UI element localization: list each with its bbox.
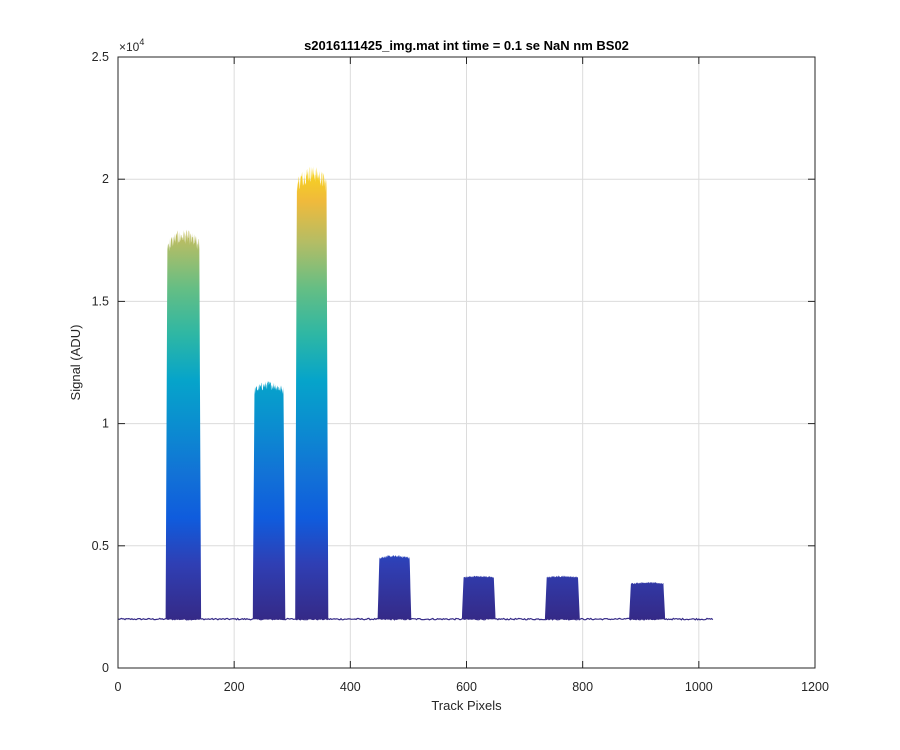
peak-1 xyxy=(165,229,202,620)
baseline-trace xyxy=(117,617,714,621)
y-axis-label: Signal (ADU) xyxy=(68,325,83,401)
peak-7 xyxy=(628,581,666,620)
series-layer xyxy=(117,165,714,621)
y-axis-exponent: ×104 xyxy=(119,37,144,54)
grid xyxy=(118,57,815,668)
x-tick-label: 1200 xyxy=(801,680,829,694)
x-tick-label: 1000 xyxy=(685,680,713,694)
y-exponent-power: 4 xyxy=(139,37,144,47)
peak-2 xyxy=(252,380,286,620)
x-tick-label: 800 xyxy=(572,680,593,694)
x-tick-label: 600 xyxy=(456,680,477,694)
y-tick-label: 0 xyxy=(102,661,109,675)
ticks: 0 200 400 600 800 1000 1200 0 0.5 1 1.5 2 2.5 xyxy=(92,50,829,694)
y-tick-label: 0.5 xyxy=(92,539,109,553)
y-tick-label: 2 xyxy=(102,172,109,186)
x-tick-label: 0 xyxy=(115,680,122,694)
y-tick-label: 1.5 xyxy=(92,294,109,308)
chart-title: s2016111425_img.mat int time = 0.1 se Na… xyxy=(304,38,629,53)
y-tick-label: 1 xyxy=(102,417,109,431)
y-tick-label: 2.5 xyxy=(92,50,109,64)
y-exponent-base: ×10 xyxy=(119,40,140,54)
x-tick-label: 200 xyxy=(224,680,245,694)
x-tick-label: 400 xyxy=(340,680,361,694)
peak-5 xyxy=(461,575,497,620)
labels: s2016111425_img.mat int time = 0.1 se Na… xyxy=(68,37,629,713)
x-axis-label: Track Pixels xyxy=(431,698,502,713)
peak-3 xyxy=(294,165,329,620)
peak-4 xyxy=(377,555,412,620)
peak-6 xyxy=(544,575,581,620)
